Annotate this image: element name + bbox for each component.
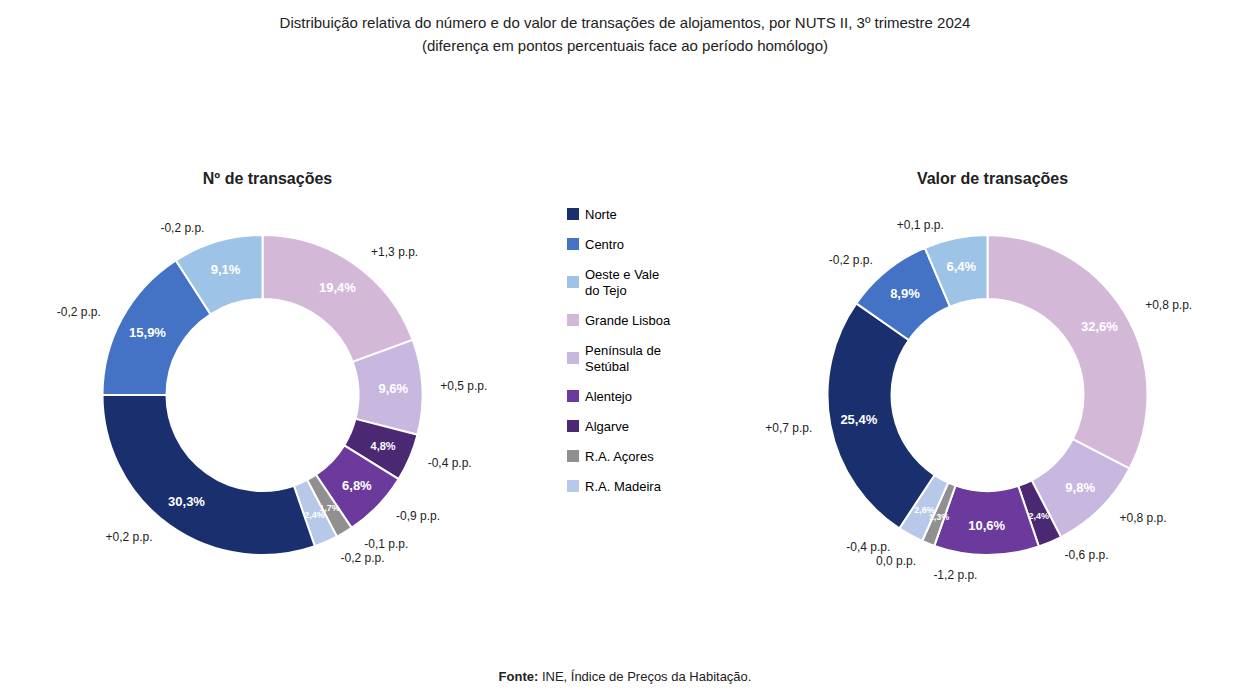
svg-text:2,6%: 2,6%: [914, 505, 935, 515]
svg-text:30,3%: 30,3%: [168, 494, 205, 509]
svg-text:Setúbal: Setúbal: [585, 359, 629, 374]
svg-text:+0,8 p.p.: +0,8 p.p.: [1145, 298, 1192, 312]
svg-text:9,6%: 9,6%: [379, 381, 409, 396]
svg-text:Península de: Península de: [585, 343, 661, 358]
svg-text:-0,2 p.p.: -0,2 p.p.: [160, 221, 204, 235]
svg-text:0,0 p.p.: 0,0 p.p.: [876, 554, 916, 568]
svg-text:10,6%: 10,6%: [968, 518, 1005, 533]
svg-text:+0,7 p.p.: +0,7 p.p.: [765, 421, 812, 435]
svg-text:Norte: Norte: [585, 207, 617, 222]
svg-text:INE, Índice de Preços da Habit: INE, Índice de Preços da Habitação.: [538, 669, 751, 684]
svg-text:9,8%: 9,8%: [1065, 480, 1095, 495]
svg-text:-0,6 p.p.: -0,6 p.p.: [1065, 548, 1109, 562]
svg-text:+0,5 p.p.: +0,5 p.p.: [440, 379, 487, 393]
svg-text:Oeste e Vale: Oeste e Vale: [585, 267, 659, 282]
svg-text:R.A. Madeira: R.A. Madeira: [585, 479, 662, 494]
svg-text:-1,2 p.p.: -1,2 p.p.: [933, 568, 977, 582]
svg-text:+0,2 p.p.: +0,2 p.p.: [106, 530, 153, 544]
svg-text:-0,2 p.p.: -0,2 p.p.: [57, 305, 101, 319]
svg-text:Valor de transações: Valor de transações: [917, 170, 1068, 187]
svg-text:Distribuição relativa do númer: Distribuição relativa do número e do val…: [280, 14, 971, 31]
svg-text:6,8%: 6,8%: [342, 478, 372, 493]
svg-text:Fonte:: Fonte:: [499, 669, 539, 684]
svg-text:32,6%: 32,6%: [1081, 319, 1118, 334]
svg-text:Algarve: Algarve: [585, 419, 629, 434]
svg-text:-0,2 p.p.: -0,2 p.p.: [829, 253, 873, 267]
svg-text:-0,9 p.p.: -0,9 p.p.: [396, 509, 440, 523]
svg-text:8,9%: 8,9%: [890, 286, 920, 301]
svg-text:-0,4 p.p.: -0,4 p.p.: [428, 456, 472, 470]
svg-text:2,4%: 2,4%: [1029, 511, 1050, 521]
svg-text:25,4%: 25,4%: [840, 412, 877, 427]
svg-text:Alentejo: Alentejo: [585, 389, 632, 404]
svg-text:1,7%: 1,7%: [319, 502, 340, 513]
svg-text:+1,3 p.p.: +1,3 p.p.: [371, 245, 418, 259]
svg-text:R.A. Açores: R.A. Açores: [585, 449, 654, 464]
svg-text:19,4%: 19,4%: [319, 280, 356, 295]
svg-text:6,4%: 6,4%: [947, 259, 977, 274]
svg-text:-0,2 p.p.: -0,2 p.p.: [341, 551, 385, 565]
svg-text:Nº de transações: Nº de transações: [203, 170, 333, 187]
svg-text:9,1%: 9,1%: [211, 262, 241, 277]
svg-text:15,9%: 15,9%: [129, 325, 166, 340]
svg-text:-0,1 p.p.: -0,1 p.p.: [364, 537, 408, 551]
svg-text:4,8%: 4,8%: [371, 440, 396, 452]
svg-text:Centro: Centro: [585, 237, 624, 252]
svg-text:1,3%: 1,3%: [928, 511, 950, 522]
svg-text:2,4%: 2,4%: [304, 510, 325, 520]
svg-text:+0,8 p.p.: +0,8 p.p.: [1120, 511, 1167, 525]
svg-text:Grande Lisboa: Grande Lisboa: [585, 313, 671, 328]
svg-text:do Tejo: do Tejo: [585, 283, 627, 298]
svg-text:(diferença em pontos percentua: (diferença em pontos percentuais face ao…: [422, 37, 828, 54]
svg-text:+0,1 p.p.: +0,1 p.p.: [897, 218, 944, 232]
svg-text:-0,4 p.p.: -0,4 p.p.: [846, 540, 890, 554]
